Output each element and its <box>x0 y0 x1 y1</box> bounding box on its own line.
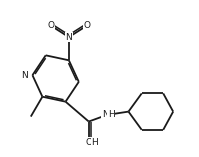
Text: O: O <box>47 21 54 30</box>
Text: N: N <box>65 33 72 42</box>
Text: H: H <box>108 110 114 119</box>
Text: N: N <box>21 71 28 80</box>
Text: O: O <box>85 138 92 147</box>
Text: H: H <box>91 138 98 147</box>
Text: O: O <box>84 21 91 30</box>
Text: N: N <box>102 110 109 119</box>
